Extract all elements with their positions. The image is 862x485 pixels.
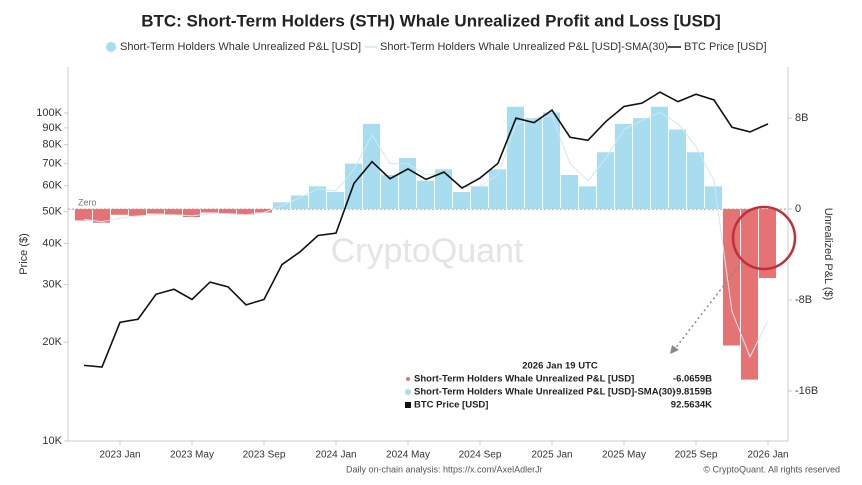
tooltip-marker xyxy=(406,377,410,381)
x-tick-label: 2023 Jan xyxy=(99,450,140,461)
bar xyxy=(309,186,326,210)
legend-label: Short-Term Holders Whale Unrealized P&L … xyxy=(120,41,361,53)
bar xyxy=(201,209,218,213)
bar xyxy=(75,209,92,221)
x-tick-label: 2026 Jan xyxy=(747,450,788,461)
bar xyxy=(147,209,164,214)
zero-label: Zero xyxy=(78,197,97,207)
bar xyxy=(525,118,542,210)
bar xyxy=(399,157,416,210)
x-tick-label: 2024 Sep xyxy=(459,450,502,461)
bar xyxy=(471,186,488,210)
arrow-head xyxy=(670,345,679,354)
bar xyxy=(705,186,722,210)
bar xyxy=(561,174,578,210)
y-tick-label: 30K xyxy=(42,278,62,290)
line xyxy=(83,91,769,368)
tooltip-name: BTC Price [USD] xyxy=(414,400,488,411)
highlight-circle xyxy=(731,205,797,271)
legend-label: BTC Price [USD] xyxy=(684,41,767,53)
tooltip-date: 2026 Jan 19 UTC xyxy=(522,361,598,372)
bar xyxy=(615,123,632,210)
bar xyxy=(669,129,686,210)
bar xyxy=(93,209,110,223)
legend-swatch xyxy=(106,42,116,52)
bar xyxy=(633,118,650,210)
bar xyxy=(543,112,560,210)
x-tick-label: 2024 Jan xyxy=(315,450,356,461)
bar xyxy=(759,209,776,279)
y-tick-label: 90K xyxy=(42,122,62,134)
x-tick-label: 2023 Sep xyxy=(243,450,286,461)
bar xyxy=(489,169,506,210)
y-tick-label: 70K xyxy=(42,158,62,170)
tooltip-value: 92.5634K xyxy=(671,400,712,411)
footer: Daily on-chain analysis: https://x.com/A… xyxy=(346,464,543,474)
y-tick-label: 50K xyxy=(42,206,62,218)
bar xyxy=(651,106,668,210)
copyright: © CryptoQuant. All rights reserved xyxy=(703,464,840,474)
y-tick-label: 100K xyxy=(36,107,62,119)
y2-tick-label: -16B xyxy=(795,385,818,397)
bar xyxy=(597,152,614,210)
y2-tick-label: 8B xyxy=(795,112,808,124)
bar xyxy=(435,169,452,210)
tooltip-value: -6.0659B xyxy=(673,374,712,385)
y2-axis-title: Unrealized P&L ($) xyxy=(822,208,834,301)
bar xyxy=(291,195,308,210)
bar xyxy=(381,174,398,210)
y2-tick-label: 0 xyxy=(795,203,801,215)
tooltip-name: Short-Term Holders Whale Unrealized P&L … xyxy=(414,374,634,385)
bar xyxy=(579,186,596,210)
bar xyxy=(741,209,758,380)
y2-tick-label: -8B xyxy=(795,294,812,306)
tooltip-marker xyxy=(405,389,411,395)
bar xyxy=(453,192,470,210)
bar xyxy=(417,180,434,210)
bar xyxy=(111,209,128,215)
chart-title: BTC: Short-Term Holders (STH) Whale Unre… xyxy=(141,11,721,30)
annotation-arrow xyxy=(673,261,743,351)
y-tick-label: 80K xyxy=(42,139,62,151)
bar xyxy=(327,192,344,210)
x-tick-label: 2025 May xyxy=(602,450,646,461)
x-tick-label: 2025 Sep xyxy=(675,450,718,461)
watermark: CryptoQuant xyxy=(331,232,524,270)
y-axis-title: Price ($) xyxy=(18,233,30,275)
bar xyxy=(183,209,200,218)
tooltip-value: -9.8159B xyxy=(673,387,712,398)
bar xyxy=(237,209,254,215)
plot-area: 10K 20K 30K 40K 50K 60K 70K 80K 90K 100K 8B 0 -8B -16… xyxy=(36,91,818,461)
bar xyxy=(219,209,236,214)
tooltip-marker xyxy=(405,402,411,408)
bar xyxy=(165,209,182,215)
bar xyxy=(723,209,740,346)
bar xyxy=(687,152,704,210)
x-tick-label: 2024 May xyxy=(386,450,430,461)
x-tick-label: 2025 Jan xyxy=(531,450,572,461)
legend-label: Short-Term Holders Whale Unrealized P&L … xyxy=(380,41,668,53)
tooltip xyxy=(400,355,718,413)
bar xyxy=(255,209,272,213)
y-tick-label: 10K xyxy=(42,435,62,447)
bar xyxy=(507,106,524,210)
bar xyxy=(129,209,146,216)
x-tick-label: 2023 May xyxy=(170,450,214,461)
y-tick-label: 40K xyxy=(42,237,62,249)
y-tick-label: 20K xyxy=(42,336,62,348)
line xyxy=(83,111,769,359)
tooltip-name: Short-Term Holders Whale Unrealized P&L … xyxy=(414,387,675,398)
y-tick-label: 60K xyxy=(42,180,62,192)
